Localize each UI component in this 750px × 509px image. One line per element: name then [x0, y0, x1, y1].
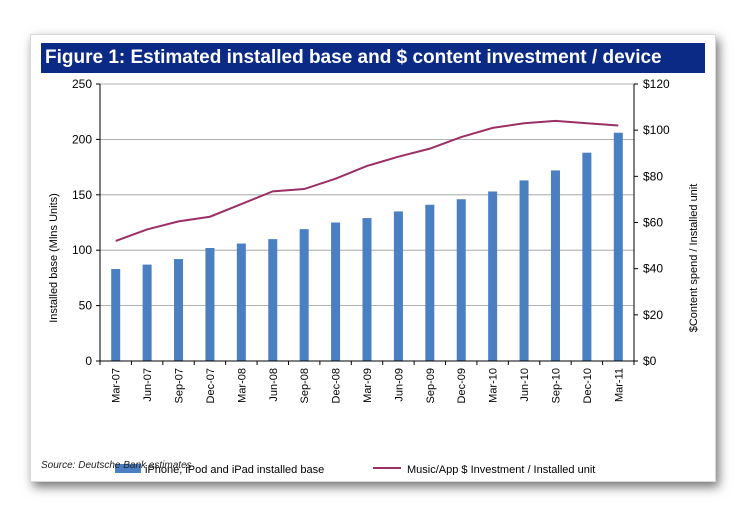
bar: [268, 239, 278, 361]
grid-lines: [100, 83, 634, 307]
legend-line-label: Music/App $ Investment / Installed unit: [407, 464, 595, 475]
left-tick-label: 50: [79, 299, 93, 313]
left-tick-label: 250: [72, 77, 92, 91]
left-axis-ticks: 0 50 100 150 200 250: [72, 77, 100, 368]
x-tick-label: Dec-07: [205, 368, 217, 403]
legend: iPhone, iPod and iPad installed base Mus…: [115, 464, 595, 475]
x-tick-label: Mar-07: [111, 368, 123, 403]
x-tick-label: Sep-08: [299, 368, 311, 403]
x-tick-label: Dec-08: [331, 368, 343, 403]
bar: [236, 243, 246, 361]
line-series: [115, 119, 619, 242]
x-tick-label: Mar-08: [236, 368, 248, 403]
bar: [550, 170, 560, 361]
x-tick-label: Mar-11: [613, 368, 625, 402]
bar: [456, 199, 466, 361]
bar: [331, 222, 341, 361]
bar: [519, 180, 529, 361]
left-tick-label: 100: [72, 243, 92, 257]
x-tick-label: Sep-09: [425, 368, 437, 403]
right-tick-label: $80: [643, 169, 663, 183]
left-axis-label: Installed base (Mlns Units): [48, 193, 60, 323]
x-axis-ticks: Mar-07 Jun-07 Sep-07 Dec-07 Mar-08 Jun-08 Sep-…: [99, 361, 635, 403]
bar: [613, 132, 623, 361]
bar: [362, 218, 372, 361]
right-tick-label: $0: [643, 354, 657, 368]
bar-series: [111, 132, 623, 361]
bar: [393, 211, 403, 361]
right-tick-label: $20: [643, 308, 663, 322]
bar: [142, 264, 152, 361]
source-note: Source: Deutsche Bank estimates: [41, 460, 192, 471]
chart-card: Figure 1: Estimated installed base and $…: [30, 34, 716, 482]
x-tick-label: Jun-10: [519, 368, 531, 402]
bar: [174, 259, 184, 361]
x-tick-label: Jun-09: [393, 368, 405, 402]
chart-plot: 0 50 100 150 200 250 $0 $20 $40 $60 $80 $100 $120 M…: [48, 77, 700, 475]
x-tick-label: Dec-10: [582, 368, 594, 403]
x-tick-label: Mar-09: [362, 368, 374, 403]
x-tick-label: Dec-09: [456, 368, 468, 403]
x-tick-label: Jun-07: [142, 368, 154, 402]
chart-title: Figure 1: Estimated installed base and $…: [41, 43, 705, 73]
right-tick-label: $40: [643, 262, 663, 276]
bar: [488, 191, 498, 361]
right-axis-label: $Content spend / Installed unit: [688, 184, 700, 333]
x-tick-label: Jun-08: [268, 368, 280, 402]
legend-bar-swatch: [115, 464, 141, 473]
bar: [111, 269, 121, 361]
bar: [205, 247, 215, 361]
left-tick-label: 0: [85, 354, 92, 368]
x-tick-label: Sep-07: [174, 368, 186, 403]
bar: [582, 152, 592, 361]
right-tick-label: $60: [643, 216, 663, 230]
legend-bar-label: iPhone, iPod and iPad installed base: [145, 464, 324, 475]
x-tick-label: Mar-10: [488, 368, 500, 403]
left-tick-label: 150: [72, 188, 92, 202]
left-tick-label: 200: [72, 132, 92, 146]
right-tick-label: $100: [643, 123, 670, 137]
x-tick-label: Sep-10: [550, 368, 562, 403]
bar: [299, 229, 309, 361]
bar: [425, 204, 435, 361]
right-tick-label: $120: [643, 77, 670, 91]
right-axis-ticks: $0 $20 $40 $60 $80 $100 $120: [634, 77, 670, 368]
series-line: [115, 119, 619, 242]
